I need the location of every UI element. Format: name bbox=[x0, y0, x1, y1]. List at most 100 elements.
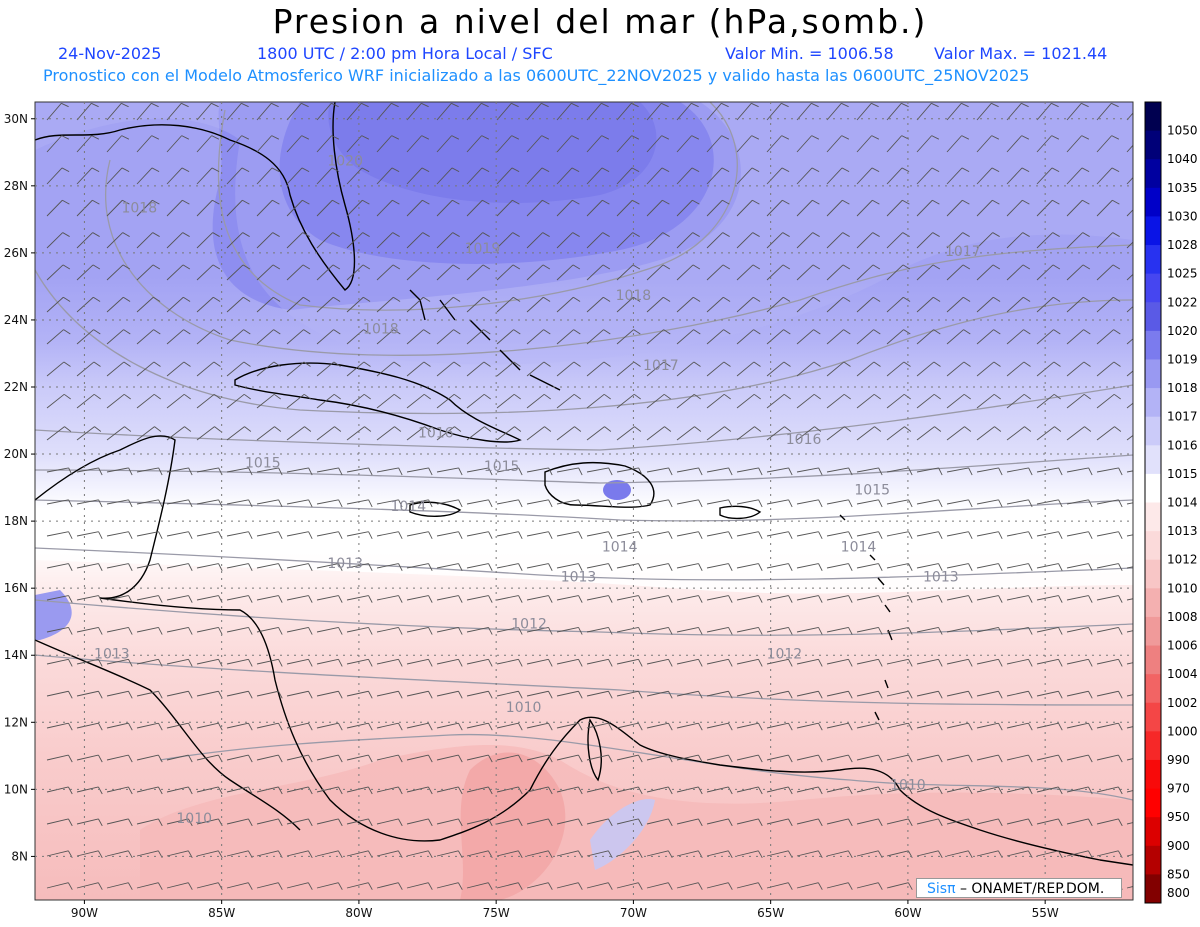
legend-label: 1010 bbox=[1167, 581, 1198, 595]
wind-barbs bbox=[46, 102, 1133, 890]
legend-swatch bbox=[1145, 616, 1161, 647]
legend-frame bbox=[1144, 101, 1162, 904]
legend-label: 1016 bbox=[1167, 438, 1198, 452]
legend-swatch bbox=[1145, 330, 1161, 360]
legend-swatch bbox=[1145, 817, 1161, 847]
legend-label: 900 bbox=[1167, 839, 1190, 853]
legend-label: 990 bbox=[1167, 753, 1190, 767]
isobar-label: 1013 bbox=[94, 647, 130, 663]
ridge-shading bbox=[35, 102, 1133, 365]
hispaniola-coast bbox=[544, 461, 655, 508]
credit-logo: Sisπ bbox=[927, 881, 956, 897]
lon-label: 90W bbox=[71, 906, 98, 920]
legend-label: 970 bbox=[1167, 782, 1190, 796]
legend-swatch bbox=[1145, 216, 1161, 246]
isobar-label: 1015 bbox=[245, 455, 281, 471]
graticule bbox=[31, 102, 1133, 904]
florida-coast bbox=[35, 102, 356, 291]
isobar-label: 1015 bbox=[854, 482, 890, 498]
isobar-labels: 1020 1019 1018 1018 1018 1017 1017 1016 1016 1015… bbox=[94, 154, 981, 827]
isobar-label: 1018 bbox=[121, 201, 157, 217]
legend-label: 800 bbox=[1167, 886, 1190, 900]
isobar-label: 1019 bbox=[465, 241, 501, 257]
south-america-coast bbox=[529, 716, 1133, 866]
hispaniola-high bbox=[603, 480, 631, 500]
legend-swatch bbox=[1145, 245, 1161, 275]
legend-label: 1050 bbox=[1167, 124, 1198, 138]
longitude-labels: 90W 85W 80W 75W 70W 65W 60W 55W bbox=[71, 906, 1059, 920]
legend-label: 1022 bbox=[1167, 295, 1198, 309]
lat-label: 14N bbox=[4, 648, 28, 662]
legend-swatch bbox=[1145, 473, 1161, 503]
legend-swatch bbox=[1145, 159, 1161, 189]
legend-label: 1012 bbox=[1167, 553, 1198, 567]
lon-label: 80W bbox=[345, 906, 372, 920]
legend-swatch bbox=[1145, 731, 1161, 761]
map-frame bbox=[34, 101, 1134, 901]
isobar-label: 1014 bbox=[841, 539, 877, 555]
legend-swatch bbox=[1145, 502, 1161, 532]
isobar-label: 1012 bbox=[767, 647, 803, 663]
forecast-time: 1800 UTC / 2:00 pm Hora Local / SFC bbox=[257, 44, 553, 63]
andes-high bbox=[590, 799, 655, 870]
lat-label: 12N bbox=[4, 715, 28, 729]
lat-label: 10N bbox=[4, 782, 28, 796]
coastlines bbox=[35, 102, 1133, 866]
legend-swatch bbox=[1145, 788, 1161, 818]
lat-label: 22N bbox=[4, 380, 28, 394]
legend-label: 1018 bbox=[1167, 381, 1198, 395]
legend-swatch bbox=[1145, 273, 1161, 303]
legend-label: 1002 bbox=[1167, 696, 1198, 710]
central-america-coast bbox=[35, 435, 531, 842]
legend-swatch bbox=[1145, 416, 1161, 446]
value-max: Valor Max. = 1021.44 bbox=[934, 44, 1108, 63]
value-min: Valor Min. = 1006.58 bbox=[725, 44, 894, 63]
isobar-label: 1016 bbox=[418, 425, 454, 441]
isobars bbox=[35, 102, 1133, 801]
lon-label: 60W bbox=[894, 906, 921, 920]
legend-label: 850 bbox=[1167, 867, 1190, 881]
isobar-label: 1018 bbox=[616, 288, 652, 304]
latitude-labels: 30N 28N 26N 24N 22N 20N 18N 16N 14N 12N 10N 8N bbox=[4, 112, 28, 864]
isobar-label: 1020 bbox=[327, 154, 363, 170]
lon-label: 55W bbox=[1032, 906, 1059, 920]
legend-label: 1020 bbox=[1167, 324, 1198, 338]
lat-label: 28N bbox=[4, 179, 28, 193]
lat-label: 24N bbox=[4, 313, 28, 327]
lon-label: 75W bbox=[483, 906, 510, 920]
credit-box: Sisπ – ONAMET/REP.DOM. bbox=[916, 878, 1122, 898]
cuba-coast bbox=[234, 362, 522, 443]
isobar-label: 1016 bbox=[786, 432, 822, 448]
legend-swatch bbox=[1145, 845, 1161, 875]
lat-label: 30N bbox=[4, 112, 28, 126]
legend-label: 1040 bbox=[1167, 152, 1198, 166]
isobar-label: 1013 bbox=[561, 569, 597, 585]
lat-label: 16N bbox=[4, 581, 28, 595]
legend-label: 1014 bbox=[1167, 496, 1198, 510]
credit-agency: – ONAMET/REP.DOM. bbox=[955, 881, 1105, 897]
lat-label: 20N bbox=[4, 447, 28, 461]
legend-swatch bbox=[1145, 702, 1161, 732]
legend-swatch bbox=[1145, 302, 1161, 332]
legend-swatch bbox=[1145, 359, 1161, 389]
forecast-date: 24-Nov-2025 bbox=[58, 44, 162, 63]
legend-swatch bbox=[1145, 559, 1161, 589]
legend-swatch bbox=[1145, 759, 1161, 790]
isobar-label: 1018 bbox=[363, 321, 399, 337]
legend-swatch bbox=[1145, 645, 1161, 675]
legend-swatch bbox=[1145, 130, 1161, 160]
legend-label: 1035 bbox=[1167, 181, 1198, 195]
legend-swatch bbox=[1145, 388, 1161, 418]
high-pressure-core bbox=[328, 102, 657, 203]
legend-label: 1025 bbox=[1167, 267, 1198, 281]
legend-label: 1028 bbox=[1167, 238, 1198, 252]
color-legend: 1050 1040 1035 1030 1028 1025 1022 1020 1019 1018… bbox=[1144, 101, 1198, 904]
isobar-label: 1015 bbox=[484, 459, 520, 475]
chart-title: Presion a nivel del mar (hPa,somb.) bbox=[272, 2, 928, 41]
legend-label: 1017 bbox=[1167, 410, 1198, 424]
lat-label: 8N bbox=[11, 849, 28, 863]
legend-label: 1019 bbox=[1167, 352, 1198, 366]
isobar-label: 1010 bbox=[176, 811, 212, 827]
isobar-label: 1017 bbox=[643, 358, 679, 374]
